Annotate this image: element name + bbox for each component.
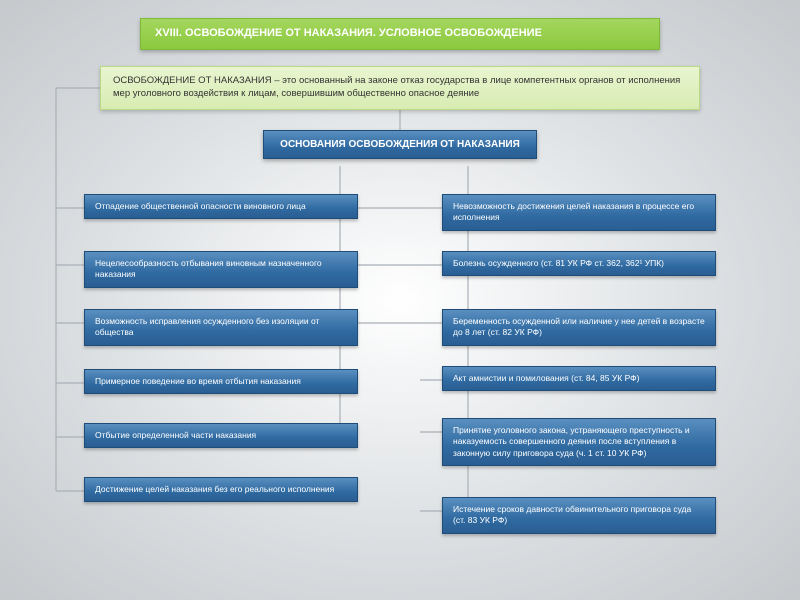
left-node: Отпадение общественной опасности виновно…	[84, 194, 358, 219]
right-node: Акт амнистии и помилования (ст. 84, 85 У…	[442, 366, 716, 391]
left-node: Примерное поведение во время отбытия нак…	[84, 369, 358, 394]
right-node: Истечение сроков давности обвинительного…	[442, 497, 716, 534]
right-node: Беременность осужденной или наличие у не…	[442, 309, 716, 346]
root-node: ОСНОВАНИЯ ОСВОБОЖДЕНИЯ ОТ НАКАЗАНИЯ	[263, 130, 537, 159]
chapter-title: XVIII. ОСВОБОЖДЕНИЕ ОТ НАКАЗАНИЯ. УСЛОВН…	[140, 18, 660, 50]
left-node: Достижение целей наказания без его реаль…	[84, 477, 358, 502]
left-node: Нецелесообразность отбывания виновным на…	[84, 251, 358, 288]
right-node: Принятие уголовного закона, устраняющего…	[442, 418, 716, 466]
definition-box: ОСВОБОЖДЕНИЕ ОТ НАКАЗАНИЯ – это основанн…	[100, 66, 700, 110]
right-node: Невозможность достижения целей наказания…	[442, 194, 716, 231]
left-node: Отбытие определенной части наказания	[84, 423, 358, 448]
right-node: Болезнь осужденного (ст. 81 УК РФ ст. 36…	[442, 251, 716, 276]
left-node: Возможность исправления осужденного без …	[84, 309, 358, 346]
